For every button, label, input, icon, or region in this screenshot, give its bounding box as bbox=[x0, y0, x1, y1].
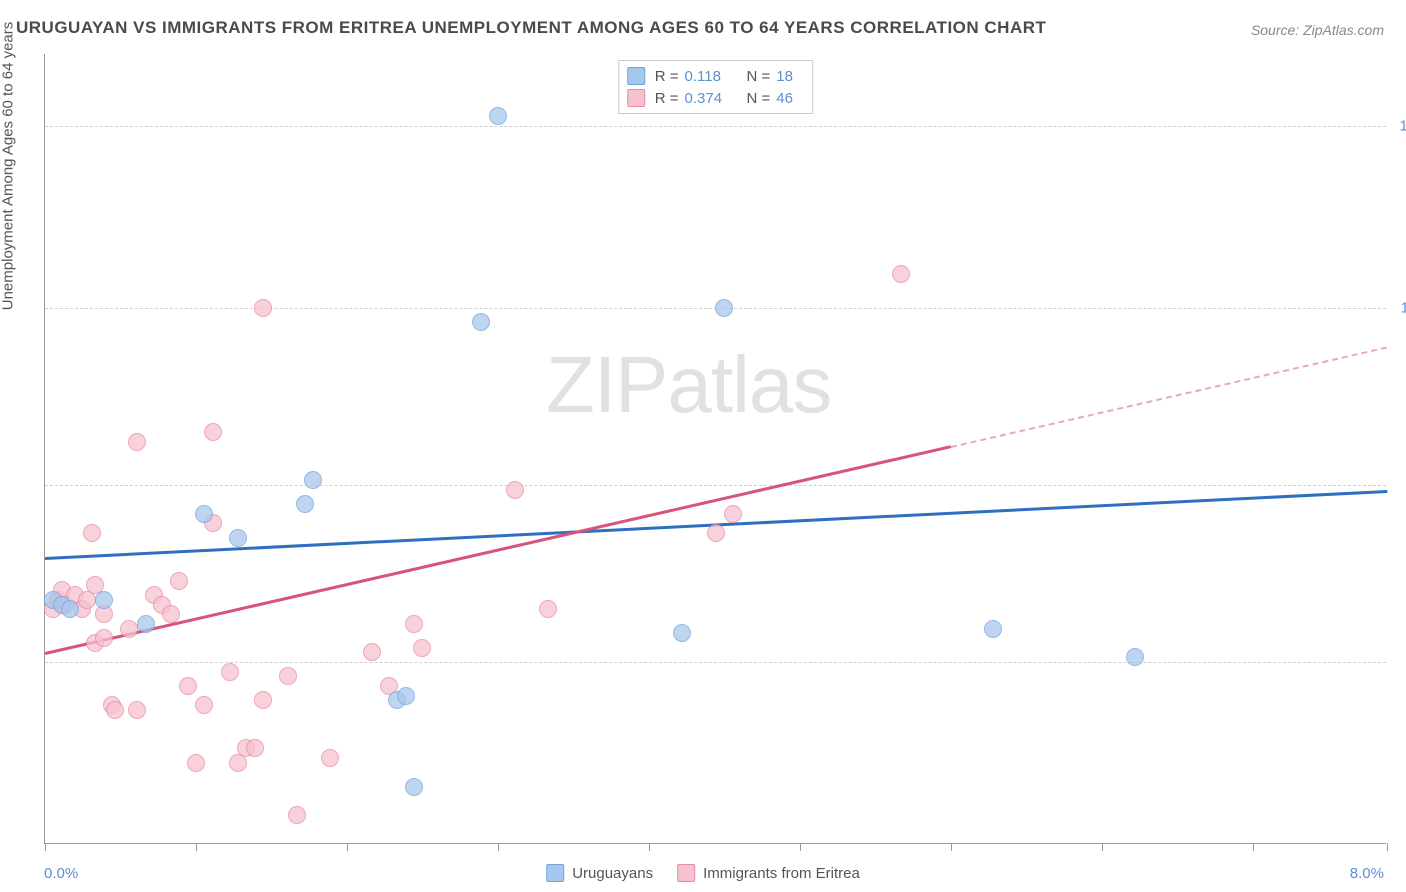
data-point bbox=[137, 615, 155, 633]
n-value: 18 bbox=[776, 68, 804, 85]
data-point bbox=[506, 481, 524, 499]
legend-label: Immigrants from Eritrea bbox=[703, 865, 860, 882]
n-label: N = bbox=[747, 90, 771, 107]
data-point bbox=[472, 313, 490, 331]
data-point bbox=[397, 687, 415, 705]
correlation-legend: R = 0.118 N = 18 R = 0.374 N = 46 bbox=[618, 60, 814, 114]
chart-container: URUGUAYAN VS IMMIGRANTS FROM ERITREA UNE… bbox=[0, 0, 1406, 892]
data-point bbox=[363, 643, 381, 661]
data-point bbox=[229, 529, 247, 547]
data-point bbox=[1126, 648, 1144, 666]
data-point bbox=[195, 696, 213, 714]
series-legend: Uruguayans Immigrants from Eritrea bbox=[546, 864, 860, 882]
x-tick bbox=[498, 843, 499, 851]
data-point bbox=[128, 433, 146, 451]
r-label: R = bbox=[655, 90, 679, 107]
data-point bbox=[254, 691, 272, 709]
data-point bbox=[279, 667, 297, 685]
data-point bbox=[724, 505, 742, 523]
x-tick bbox=[1102, 843, 1103, 851]
data-point bbox=[715, 299, 733, 317]
data-point bbox=[673, 624, 691, 642]
data-point bbox=[405, 615, 423, 633]
y-tick-label: 15.0% bbox=[1399, 117, 1406, 134]
legend-marker bbox=[677, 864, 695, 882]
x-tick bbox=[800, 843, 801, 851]
grid-line bbox=[45, 485, 1386, 486]
data-point bbox=[707, 524, 725, 542]
x-tick bbox=[649, 843, 650, 851]
legend-row: R = 0.374 N = 46 bbox=[627, 87, 805, 109]
chart-title: URUGUAYAN VS IMMIGRANTS FROM ERITREA UNE… bbox=[16, 18, 1046, 38]
x-tick bbox=[196, 843, 197, 851]
data-point bbox=[296, 495, 314, 513]
data-point bbox=[413, 639, 431, 657]
r-value: 0.374 bbox=[685, 90, 733, 107]
data-point bbox=[120, 620, 138, 638]
data-point bbox=[892, 265, 910, 283]
data-point bbox=[984, 620, 1002, 638]
trend-line-dashed bbox=[951, 346, 1388, 448]
data-point bbox=[170, 572, 188, 590]
data-point bbox=[489, 107, 507, 125]
legend-item: Uruguayans bbox=[546, 864, 653, 882]
data-point bbox=[304, 471, 322, 489]
data-point bbox=[95, 629, 113, 647]
data-point bbox=[106, 701, 124, 719]
x-tick bbox=[951, 843, 952, 851]
data-point bbox=[288, 806, 306, 824]
data-point bbox=[195, 505, 213, 523]
legend-label: Uruguayans bbox=[572, 865, 653, 882]
data-point bbox=[162, 605, 180, 623]
x-tick bbox=[1387, 843, 1388, 851]
x-tick bbox=[347, 843, 348, 851]
plot-area: ZIPatlas R =0.118N =18R =0.374N =46 3.8%… bbox=[44, 54, 1386, 844]
watermark: ZIPatlas bbox=[546, 339, 831, 431]
data-point bbox=[83, 524, 101, 542]
data-point bbox=[405, 778, 423, 796]
data-point bbox=[321, 749, 339, 767]
legend-row: R = 0.118 N = 18 bbox=[627, 65, 805, 87]
data-point bbox=[95, 591, 113, 609]
data-point bbox=[187, 754, 205, 772]
r-value: 0.118 bbox=[685, 68, 733, 85]
data-point bbox=[254, 299, 272, 317]
source-attribution: Source: ZipAtlas.com bbox=[1251, 22, 1384, 38]
r-label: R = bbox=[655, 68, 679, 85]
data-point bbox=[246, 739, 264, 757]
x-tick bbox=[1253, 843, 1254, 851]
grid-line bbox=[45, 126, 1386, 127]
grid-line bbox=[45, 662, 1386, 663]
y-axis-label: Unemployment Among Ages 60 to 64 years bbox=[0, 22, 17, 311]
data-point bbox=[221, 663, 239, 681]
n-label: N = bbox=[747, 68, 771, 85]
y-tick-label: 11.2% bbox=[1401, 299, 1406, 316]
data-point bbox=[128, 701, 146, 719]
n-value: 46 bbox=[776, 90, 804, 107]
legend-marker bbox=[627, 89, 645, 107]
legend-item: Immigrants from Eritrea bbox=[677, 864, 860, 882]
x-axis-max-label: 8.0% bbox=[1350, 865, 1384, 882]
data-point bbox=[179, 677, 197, 695]
x-tick bbox=[45, 843, 46, 851]
legend-marker bbox=[627, 67, 645, 85]
data-point bbox=[61, 600, 79, 618]
data-point bbox=[204, 423, 222, 441]
data-point bbox=[539, 600, 557, 618]
x-axis-min-label: 0.0% bbox=[44, 865, 78, 882]
legend-marker bbox=[546, 864, 564, 882]
